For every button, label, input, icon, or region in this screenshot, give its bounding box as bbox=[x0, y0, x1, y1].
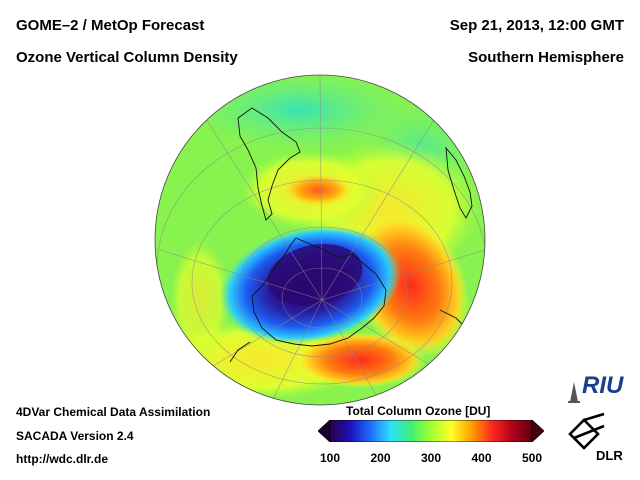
footer-line-2: SACADA Version 2.4 bbox=[16, 429, 134, 443]
forecast-date: Sep 21, 2013, 12:00 GMT bbox=[449, 17, 624, 34]
colorbar-tick-label: 100 bbox=[319, 451, 341, 465]
riu-logo-text: RIU bbox=[582, 372, 624, 399]
region-label: Southern Hemisphere bbox=[468, 49, 624, 66]
colorbar bbox=[318, 420, 544, 442]
ozone-maximum-north bbox=[284, 174, 352, 206]
riu-logo bbox=[568, 382, 580, 403]
colorbar-tick-label: 300 bbox=[420, 451, 442, 465]
globe-outline bbox=[154, 74, 486, 406]
footer-line-1: 4DVar Chemical Data Assimilation bbox=[16, 405, 211, 419]
dlr-logo bbox=[568, 412, 605, 450]
subtitle-left: Ozone Vertical Column Density bbox=[16, 49, 238, 66]
footer-url: http://wdc.dlr.de bbox=[16, 452, 108, 466]
colorbar-title: Total Column Ozone [DU] bbox=[346, 404, 491, 418]
dlr-logo-mark bbox=[568, 412, 605, 450]
colorbar-tick-label: 400 bbox=[471, 451, 492, 465]
colorbar-min-arrow bbox=[318, 420, 331, 442]
colorbar-tick-label: 500 bbox=[521, 451, 543, 465]
ozone-yellow-ring-west bbox=[170, 240, 230, 360]
dlr-logo-text: DLR bbox=[596, 448, 623, 463]
colorbar-max-arrow bbox=[531, 420, 544, 442]
riu-logo-mark bbox=[570, 382, 578, 402]
colorbar-tick-label: 200 bbox=[370, 451, 391, 465]
colorbar-gradient bbox=[329, 420, 533, 442]
title-left: GOME–2 / MetOp Forecast bbox=[16, 17, 205, 34]
ozone-maximum-south bbox=[295, 332, 425, 388]
